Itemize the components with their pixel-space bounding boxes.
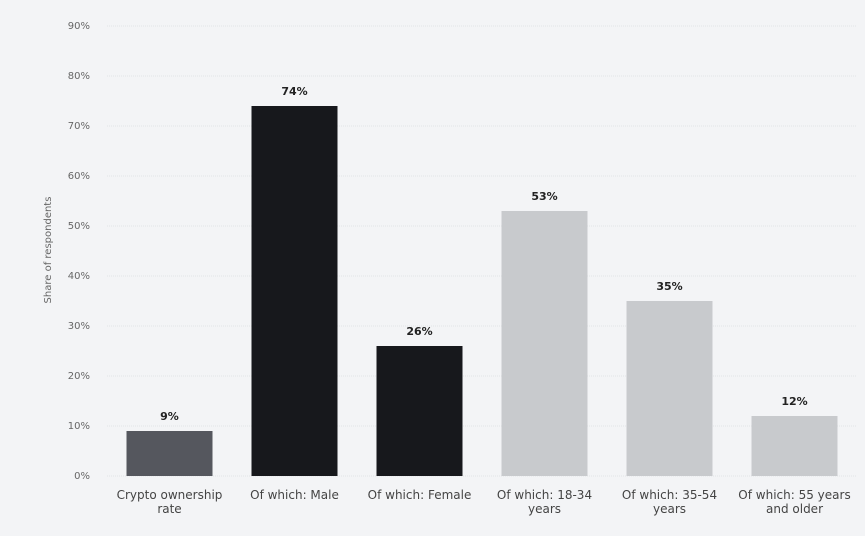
y-tick-label: 10% <box>68 421 90 432</box>
value-label: 12% <box>781 395 807 408</box>
y-axis-label: Share of respondents <box>43 197 54 304</box>
x-tick-label: Crypto ownership rate <box>116 488 223 516</box>
y-tick-label: 20% <box>68 371 90 382</box>
x-tick-label: Of which: Male <box>250 488 339 502</box>
x-tick-label: Of which: 35-54 years <box>621 488 718 516</box>
bar <box>251 106 338 476</box>
y-tick-label: 0% <box>74 471 90 482</box>
y-tick-label: 30% <box>68 321 90 332</box>
value-label: 26% <box>406 325 432 338</box>
bar <box>626 301 713 476</box>
value-label: 9% <box>160 410 179 423</box>
bar <box>751 416 838 476</box>
y-tick-label: 90% <box>68 21 90 32</box>
bar <box>376 346 463 476</box>
y-tick-label: 70% <box>68 121 90 132</box>
y-tick-label: 60% <box>68 171 90 182</box>
value-label: 53% <box>531 190 557 203</box>
bar <box>501 211 588 476</box>
y-tick-label: 40% <box>68 271 90 282</box>
x-tick-label: Of which: 55 years and older <box>738 488 851 516</box>
bar <box>126 431 213 476</box>
x-tick-label: Of which: Female <box>367 488 472 502</box>
y-tick-label: 50% <box>68 221 90 232</box>
value-label: 74% <box>281 85 307 98</box>
y-tick-label: 80% <box>68 71 90 82</box>
x-tick-label: Of which: 18-34 years <box>496 488 593 516</box>
value-label: 35% <box>656 280 682 293</box>
